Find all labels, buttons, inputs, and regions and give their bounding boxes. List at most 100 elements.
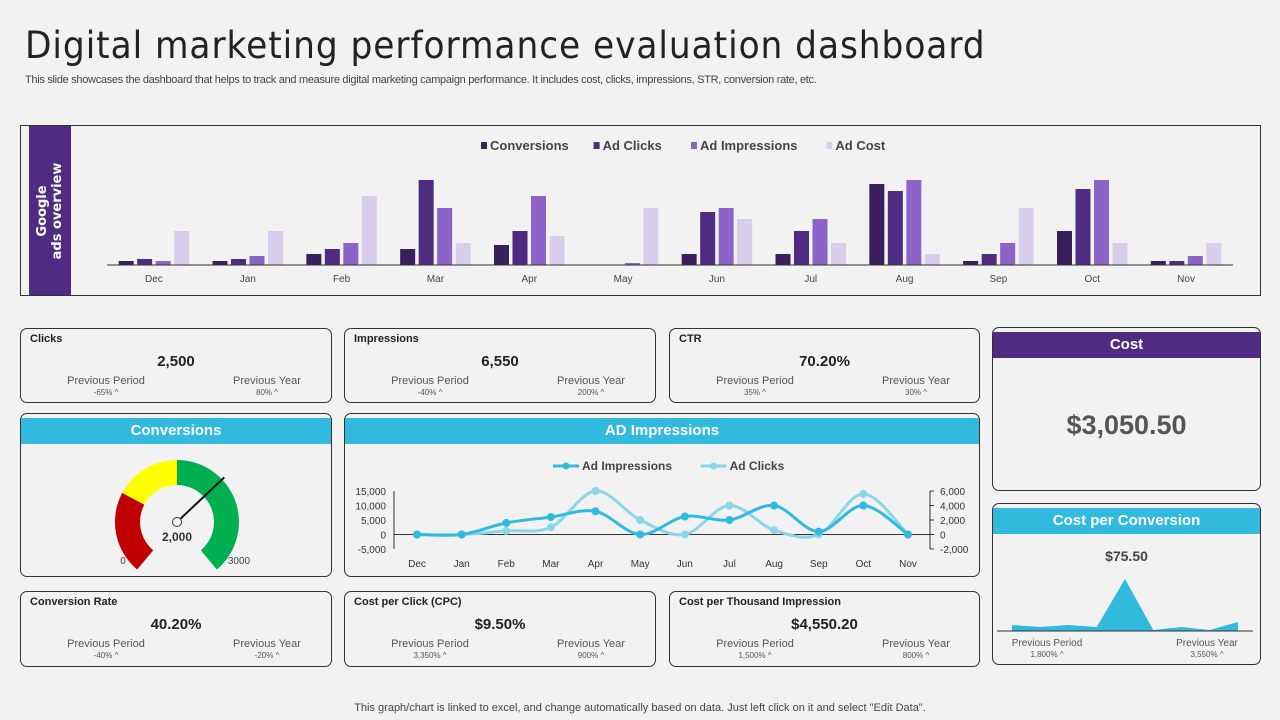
ad-impressions-line-chart: 15,000 10,000 5,000 0 -5,000 6,000 4,000 2,000 0… xyxy=(355,459,968,570)
x-tick-label: Mar xyxy=(542,559,560,570)
bar-ad-impressions xyxy=(906,180,922,265)
cpc-label: Cost per Click (CPC) xyxy=(354,596,462,608)
bar-ad-clicks xyxy=(887,191,903,265)
cost-per-conversion-area-chart xyxy=(997,579,1253,632)
bar-ad-clicks xyxy=(137,259,153,265)
previous-year-value: -20% ^ xyxy=(254,651,280,660)
cpc-card: Cost per Click (CPC) $9.50% Previous Per… xyxy=(344,591,656,667)
x-tick-label: Feb xyxy=(333,274,351,285)
gauge-min: 0 xyxy=(120,556,126,567)
gauge-green-segment xyxy=(177,460,239,570)
previous-year-value: 80% ^ xyxy=(256,388,278,397)
conversion-rate-value: 40.20% xyxy=(150,616,202,633)
previous-year-label: Previous Year xyxy=(233,638,301,650)
data-point xyxy=(502,518,511,527)
bar-conversions xyxy=(306,254,322,265)
bar-conversions xyxy=(1150,261,1166,265)
cpconv-previous-period: Previous Period 1,800% ^ xyxy=(993,638,1117,659)
bar-conversions xyxy=(963,261,979,265)
ctr-previous-year: Previous Year 30% ^ xyxy=(846,375,979,397)
data-point xyxy=(636,530,645,539)
bar-ad-impressions xyxy=(718,208,734,265)
bar-ad-impressions xyxy=(343,243,359,265)
x-tick-label: Oct xyxy=(856,559,872,570)
right-tick-label: 2,000 xyxy=(940,516,965,527)
data-point xyxy=(546,523,555,532)
conversion-rate-label: Conversion Rate xyxy=(30,596,118,608)
x-tick-label: Aug xyxy=(896,274,914,285)
impressions-label: Impressions xyxy=(354,333,419,345)
previous-period-label: Previous Period xyxy=(716,638,794,650)
ctr-value: 70.20% xyxy=(799,353,850,370)
conversion-rate-card: Conversion Rate 40.20% Previous Period -4… xyxy=(20,591,332,667)
impressions-previous-year: Previous Year 200% ^ xyxy=(521,375,655,397)
bar-ad-cost xyxy=(737,219,753,265)
ctr-card: CTR 70.20% Previous Period 35% ^ Previous… xyxy=(669,328,980,403)
left-tick-label: 10,000 xyxy=(355,502,386,513)
legend-label: Ad Impressions xyxy=(582,459,672,473)
google-ads-side-label: Google ads overview xyxy=(29,126,71,295)
right-tick-label: 0 xyxy=(940,531,946,542)
bar-ad-impressions xyxy=(249,256,265,265)
cost-header: Cost xyxy=(993,332,1260,358)
bar-ad-cost xyxy=(361,196,377,265)
bar-conversions xyxy=(869,184,885,265)
bar-ad-clicks xyxy=(418,180,434,265)
bar-ad-cost xyxy=(174,231,190,265)
cpm-previous-period: Previous Period 1,500% ^ xyxy=(685,638,825,660)
previous-period-value: 3,350% ^ xyxy=(413,651,447,660)
bar-ad-impressions xyxy=(155,261,171,265)
bar-ad-clicks xyxy=(700,212,716,265)
bar-ad-clicks xyxy=(794,231,809,265)
legend-swatch xyxy=(481,142,487,149)
previous-year-label: Previous Year xyxy=(1176,638,1238,649)
data-point xyxy=(636,516,645,524)
previous-year-value: 3,550% ^ xyxy=(1190,650,1224,659)
data-point xyxy=(680,512,689,521)
bar-ad-cost xyxy=(1112,243,1128,265)
cpm-previous-year: Previous Year 800% ^ xyxy=(846,638,979,660)
x-tick-label: May xyxy=(631,559,650,570)
bar-ad-impressions xyxy=(1094,180,1109,265)
area-cost-per-conversion xyxy=(1012,579,1238,631)
previous-period-label: Previous Period xyxy=(391,638,469,650)
ad-impressions-header: AD Impressions xyxy=(345,418,979,444)
right-tick-label: 4,000 xyxy=(940,502,965,513)
x-tick-label: Jun xyxy=(709,274,725,285)
previous-period-label: Previous Period xyxy=(716,375,794,387)
previous-period-value: -65% ^ xyxy=(93,388,119,397)
previous-period-label: Previous Period xyxy=(391,375,469,387)
cpm-card: Cost per Thousand Impression $4,550.20 P… xyxy=(669,591,980,667)
previous-period-value: 1,800% ^ xyxy=(1030,650,1064,659)
previous-year-label: Previous Year xyxy=(233,375,301,387)
x-tick-label: May xyxy=(614,274,633,285)
legend-swatch xyxy=(826,142,833,149)
x-tick-label: Feb xyxy=(498,559,516,570)
gauge-needle xyxy=(179,476,225,520)
ad-impressions-card: AD Impressions xyxy=(344,413,980,577)
conversion-rate-previous-period: Previous Period -40% ^ xyxy=(36,638,176,660)
x-tick-label: Jun xyxy=(677,559,693,570)
data-point xyxy=(859,489,868,498)
clicks-card: Clicks 2,500 Previous Period -65% ^ Previ… xyxy=(20,328,332,403)
data-point xyxy=(502,526,511,535)
x-tick-label: Sep xyxy=(810,559,828,570)
x-tick-label: Apr xyxy=(521,274,537,285)
bar-ad-clicks xyxy=(1169,261,1185,265)
left-tick-label: -5,000 xyxy=(358,545,387,556)
cpc-value: $9.50% xyxy=(474,616,526,633)
bar-ad-cost xyxy=(1018,208,1034,265)
legend-swatch xyxy=(593,142,600,149)
gauge-yellow-segment xyxy=(122,460,177,505)
previous-year-label: Previous Year xyxy=(557,375,625,387)
gauge-max: 3000 xyxy=(228,556,251,567)
legend-label: Ad Clicks xyxy=(603,138,662,153)
data-point xyxy=(725,516,734,524)
google-ads-bar-chart: Dec Jan Feb Mar Apr May Jun Jul Aug Sep Oct Nov Conv… xyxy=(107,138,1233,285)
bar-ad-impressions xyxy=(1187,256,1203,265)
x-tick-label: Nov xyxy=(899,559,917,570)
previous-year-value: 800% ^ xyxy=(902,651,930,660)
previous-year-label: Previous Year xyxy=(882,638,950,650)
previous-period-label: Previous Period xyxy=(1011,638,1083,649)
bar-ad-clicks xyxy=(231,259,246,265)
